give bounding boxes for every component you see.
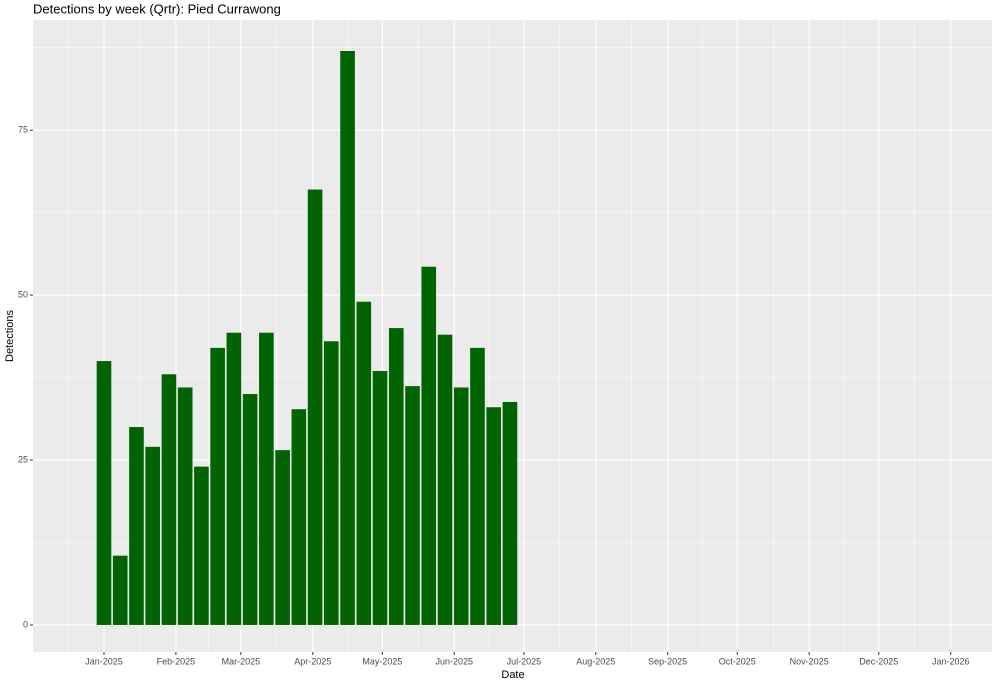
bar: [194, 466, 209, 625]
bar: [210, 347, 225, 625]
bar: [388, 328, 404, 625]
bar: [486, 407, 502, 625]
chart-title: Detections by week (Qrtr): Pied Currawon…: [33, 1, 281, 16]
bar: [177, 387, 193, 625]
bar: [356, 301, 372, 625]
bar: [502, 401, 518, 625]
bar: [405, 386, 420, 625]
x-tick-label: May-2025: [362, 656, 402, 666]
bar: [372, 370, 388, 625]
x-tick-label: Sep-2025: [648, 656, 687, 666]
bar: [307, 189, 323, 625]
x-tick-label: Apr-2025: [294, 656, 331, 666]
bar: [145, 446, 161, 625]
bar: [161, 374, 177, 625]
x-tick-label: Jun-2025: [436, 656, 474, 666]
bar: [129, 427, 144, 625]
x-tick-label: Nov-2025: [790, 656, 829, 666]
bar: [96, 361, 112, 625]
bar: [259, 332, 274, 625]
bar: [470, 347, 485, 625]
x-tick-label: Mar-2025: [222, 656, 261, 666]
y-axis-label: Detections: [4, 310, 16, 362]
bar: [324, 341, 339, 625]
x-tick-label: Aug-2025: [576, 656, 615, 666]
bar: [437, 334, 453, 625]
y-tick-label: 0: [23, 619, 28, 629]
bar: [226, 332, 242, 625]
bar: [453, 387, 469, 625]
bar: [340, 51, 355, 625]
x-tick-label: Oct-2025: [719, 656, 756, 666]
x-tick-label: Jul-2025: [507, 656, 542, 666]
bar: [275, 450, 290, 625]
bar: [112, 555, 128, 625]
x-tick-label: Dec-2025: [859, 656, 898, 666]
x-tick-label: Jan-2025: [85, 656, 123, 666]
x-tick-label: Jan-2026: [932, 656, 970, 666]
y-tick-label: 75: [18, 125, 28, 135]
y-tick-label: 50: [18, 289, 28, 299]
x-axis-label: Date: [501, 669, 524, 681]
bar: [242, 394, 258, 625]
bar: [291, 409, 307, 625]
bar: [421, 266, 437, 625]
x-tick-label: Feb-2025: [157, 656, 196, 666]
y-tick-label: 25: [18, 454, 28, 464]
